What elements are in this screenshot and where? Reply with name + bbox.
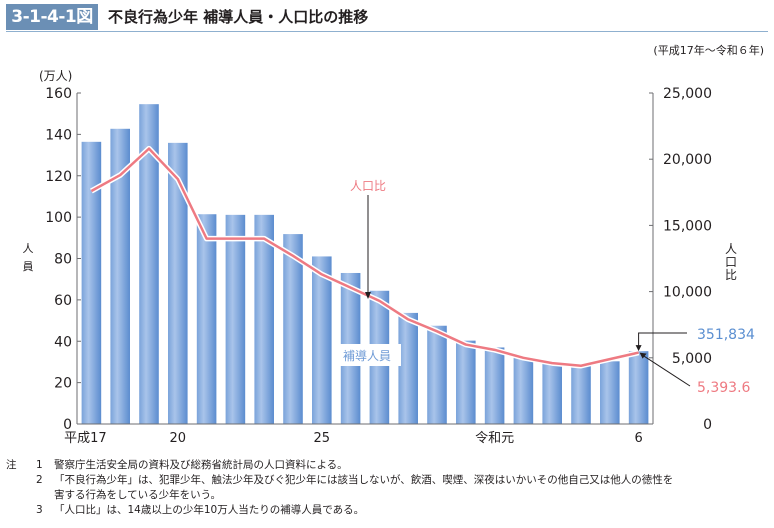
right-axis-title: 比: [725, 268, 737, 282]
x-tick-label: 20: [170, 431, 187, 446]
line-path: [90, 147, 639, 367]
right-tick-label: 5,000: [672, 351, 712, 367]
note-number: 3: [36, 504, 43, 516]
note-text: 害する行為をしている少年をいう。: [54, 489, 222, 501]
left-tick-label: 60: [54, 293, 72, 309]
bar: [81, 141, 102, 424]
bar: [571, 365, 591, 424]
bar-value-arrow: [638, 332, 687, 348]
note-2-continued: 害する行為をしている少年をいう。: [6, 488, 673, 503]
right-axis-title: 人: [725, 242, 737, 256]
x-tick-label: 25: [314, 431, 331, 446]
period-label: (平成17年～令和６年): [653, 44, 764, 57]
x-tick-label: 令和元: [475, 431, 514, 446]
left-tick-label: 100: [45, 210, 72, 226]
bar: [628, 351, 649, 424]
bar-series-label-bg: [333, 344, 401, 366]
bar: [283, 234, 303, 424]
left-tick-label: 140: [45, 127, 72, 143]
bar-series: [81, 104, 649, 424]
bar: [456, 340, 476, 424]
right-tick-label: 25,000: [663, 86, 712, 102]
chart-title: 不良行為少年 補導人員・人口比の推移: [108, 8, 369, 26]
line-value-arrowhead: [639, 352, 647, 359]
bar: [427, 325, 447, 424]
left-tick-label: 160: [45, 86, 72, 102]
left-tick-label: 0: [63, 417, 72, 433]
note-text: 「人口比」は、14歳以上の少年10万人当たりの補導人員である。: [54, 504, 365, 516]
left-axis-title: 人: [23, 242, 34, 255]
axes: 0 20 40 60 80 100 120 140 160 0 5,000 10,000 15,000 2…: [23, 69, 738, 446]
line-value-arrow: [641, 354, 691, 387]
line-series-label: 人口比: [350, 179, 386, 193]
right-tick-label: 10,000: [663, 285, 712, 301]
bar: [484, 347, 505, 424]
bar: [312, 256, 332, 424]
bar: [542, 362, 562, 424]
note-text: 警察庁生活安全局の資料及び総務省統計局の人口資料による。: [54, 459, 348, 471]
bar-series-label: 補導人員: [343, 349, 391, 363]
x-tick-label: 6: [634, 431, 642, 446]
note-number: 1: [36, 459, 43, 471]
note-head: 注: [6, 459, 17, 471]
left-axis-unit: (万人): [39, 69, 72, 83]
note-number: 2: [36, 474, 43, 486]
bar: [225, 214, 246, 424]
bar: [168, 142, 188, 424]
note-1: 注 1 警察庁生活安全局の資料及び総務省統計局の人口資料による。: [6, 458, 673, 473]
left-tick-label: 40: [54, 334, 72, 350]
line-label-arrowhead: [365, 292, 371, 299]
notes: 注 1 警察庁生活安全局の資料及び総務省統計局の人口資料による。 2 「不良行為…: [6, 458, 673, 518]
bar: [513, 356, 534, 424]
last-line-value: 5,393.6: [697, 380, 751, 396]
left-axis-title: 員: [23, 260, 34, 273]
bar: [110, 128, 130, 424]
bar: [196, 214, 217, 424]
note-2: 2 「不良行為少年」は、犯罪少年、触法少年及びぐ犯少年には該当しないが、飲酒、喫…: [6, 473, 673, 488]
bar-value-arrowhead: [635, 345, 642, 352]
last-bar-value: 351,834: [697, 327, 755, 343]
chart-area: 0 20 40 60 80 100 120 140 160 0 5,000 10,000 15,000 2…: [23, 69, 755, 446]
x-tick-label: 平成17: [64, 431, 107, 446]
note-text: 「不良行為少年」は、犯罪少年、触法少年及びぐ犯少年には該当しないが、飲酒、喫煙、…: [54, 474, 674, 486]
figure-number-badge: 3-1-4-1図: [6, 4, 98, 30]
left-tick-label: 20: [54, 376, 72, 392]
left-tick-label: 80: [54, 252, 72, 268]
title-divider: [6, 31, 768, 32]
bar: [600, 361, 620, 424]
right-tick-label: 0: [703, 417, 712, 433]
bar: [254, 214, 274, 424]
left-tick-label: 120: [45, 169, 72, 185]
note-3: 3 「人口比」は、14歳以上の少年10万人当たりの補導人員である。: [6, 503, 673, 518]
bar: [398, 312, 418, 424]
right-axis-title: 口: [725, 255, 737, 269]
bar: [139, 104, 159, 424]
line-series: [90, 145, 640, 369]
right-tick-label: 20,000: [663, 152, 712, 168]
chart-labels: 補導人員 人口比 351,834 5,393.6: [333, 179, 755, 396]
right-tick-label: 15,000: [663, 218, 712, 234]
